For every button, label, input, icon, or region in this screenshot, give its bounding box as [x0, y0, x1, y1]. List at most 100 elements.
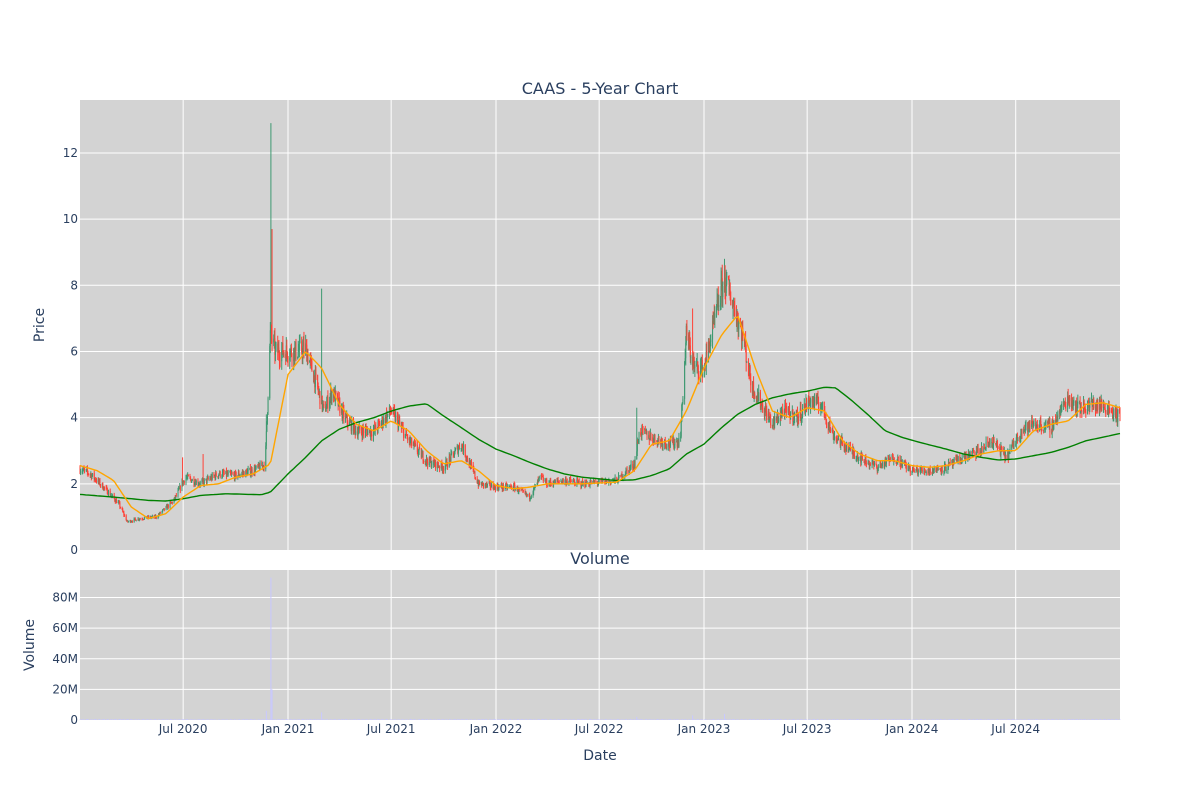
candle-body — [555, 480, 556, 483]
volume-bar — [252, 719, 253, 720]
volume-bar — [375, 719, 376, 720]
volume-bar — [427, 719, 428, 720]
candle-body — [479, 481, 480, 484]
candle-body — [1073, 401, 1074, 402]
price-y-tick-label: 4 — [70, 411, 78, 425]
volume-bar — [88, 719, 89, 720]
candle-body — [998, 447, 999, 448]
volume-bar — [874, 719, 875, 720]
volume-bar — [551, 719, 552, 720]
candle-body — [421, 454, 422, 458]
candle-body — [358, 428, 359, 432]
volume-y-tick-label: 60M — [52, 621, 78, 635]
candle-body — [690, 357, 691, 358]
volume-bar — [403, 719, 404, 720]
candle-body — [192, 479, 193, 481]
price-y-tick-label: 10 — [63, 212, 78, 226]
volume-bar — [724, 714, 725, 720]
candle-body — [379, 423, 380, 426]
candle-body — [1069, 398, 1070, 401]
candle-body — [269, 346, 270, 398]
volume-bar — [120, 719, 121, 720]
candle-body — [674, 442, 675, 446]
volume-bar — [631, 719, 632, 720]
candle-body — [762, 405, 763, 413]
candle-body — [706, 351, 707, 353]
volume-bar — [798, 719, 799, 720]
candle-body — [335, 391, 336, 394]
candle-body — [946, 470, 947, 471]
candle-body — [1117, 409, 1118, 422]
candle-body — [750, 380, 751, 386]
candle-body — [483, 483, 484, 486]
volume-bar — [1037, 719, 1038, 720]
candle-body — [339, 401, 340, 413]
candle-body — [710, 339, 711, 342]
price-y-tick-label: 8 — [70, 278, 78, 292]
candle-body — [547, 486, 548, 487]
volume-bar — [321, 712, 322, 720]
candle-body — [459, 446, 460, 449]
candle-body — [770, 418, 771, 425]
volume-bar — [1073, 719, 1074, 720]
volume-bar — [266, 711, 267, 720]
candle-body — [810, 403, 811, 407]
candle-body — [471, 463, 472, 465]
candle-body — [327, 397, 328, 409]
candle-body — [315, 373, 316, 375]
candle-body — [666, 447, 667, 448]
candle-body — [1097, 404, 1098, 410]
volume-bar — [998, 719, 999, 720]
volume-bar — [531, 719, 532, 720]
candle-body — [922, 470, 923, 472]
volume-bar — [1033, 719, 1034, 720]
candle-body — [1021, 429, 1022, 433]
volume-bar — [439, 719, 440, 720]
volume-bar — [1097, 719, 1098, 720]
volume-bar — [355, 719, 356, 720]
candle-body — [120, 507, 121, 508]
price-y-axis-title: Price — [32, 308, 48, 342]
candle-body — [355, 431, 356, 433]
candle-body — [1029, 424, 1030, 427]
volume-bar — [208, 719, 209, 720]
candle-body — [224, 473, 225, 474]
volume-bar — [886, 719, 887, 720]
candle-body — [495, 487, 496, 490]
candle-body — [631, 464, 632, 467]
candle-body — [371, 434, 372, 436]
volume-bar — [491, 719, 492, 720]
candle-body — [1081, 411, 1082, 412]
candle-body — [387, 414, 388, 415]
volume-bar — [1002, 719, 1003, 720]
candle-body — [1077, 402, 1078, 404]
volume-bar — [970, 719, 971, 720]
volume-bar — [319, 719, 320, 720]
candle-body — [191, 481, 192, 482]
candle-body — [183, 481, 184, 485]
candle-body — [128, 521, 129, 522]
candle-body — [347, 422, 348, 425]
volume-bar — [184, 719, 185, 720]
candle-body — [415, 444, 416, 445]
candle-body — [558, 480, 559, 481]
candle-body — [639, 432, 640, 442]
candle-body — [541, 475, 542, 477]
volume-plot-area[interactable] — [80, 570, 1120, 720]
volume-bar — [878, 719, 879, 720]
candle-body — [443, 469, 444, 471]
candle-body — [395, 416, 396, 421]
candle-body — [299, 341, 300, 342]
candle-body — [268, 398, 269, 412]
candle-body — [367, 431, 368, 435]
volume-bar — [307, 719, 308, 720]
candle-body — [774, 416, 775, 424]
volume-bar — [539, 719, 540, 720]
candle-body — [698, 375, 699, 376]
candle-body — [383, 417, 384, 423]
candle-body — [256, 466, 257, 469]
candle-body — [104, 487, 105, 488]
volume-bar — [938, 719, 939, 720]
candle-body — [1109, 410, 1110, 411]
volume-bar — [212, 719, 213, 720]
